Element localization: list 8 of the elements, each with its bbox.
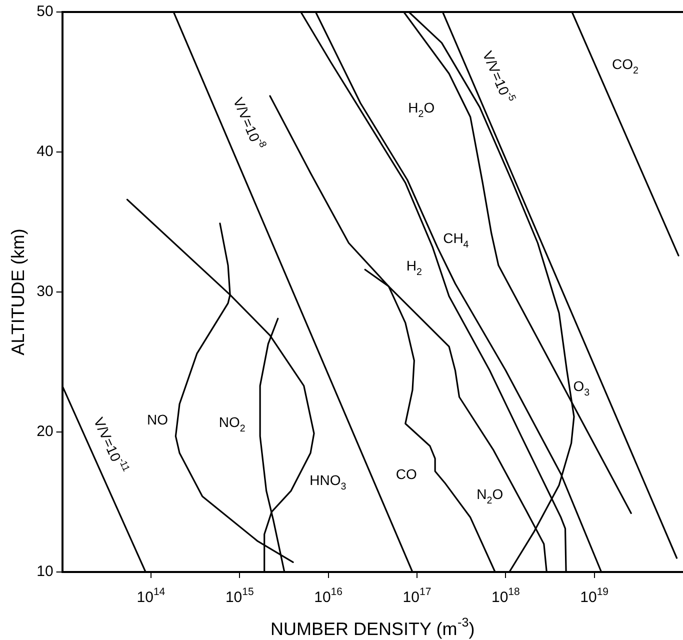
y-tick-label: 50 <box>36 3 54 20</box>
series-label: NO <box>147 412 168 428</box>
y-tick-label: 20 <box>36 423 54 440</box>
y-tick-label: 10 <box>36 563 54 580</box>
y-axis-title: ALTITUDE (km) <box>8 228 28 356</box>
y-tick-label: 40 <box>36 143 54 160</box>
series-label: CO <box>396 466 417 482</box>
y-tick-label: 30 <box>36 283 54 300</box>
